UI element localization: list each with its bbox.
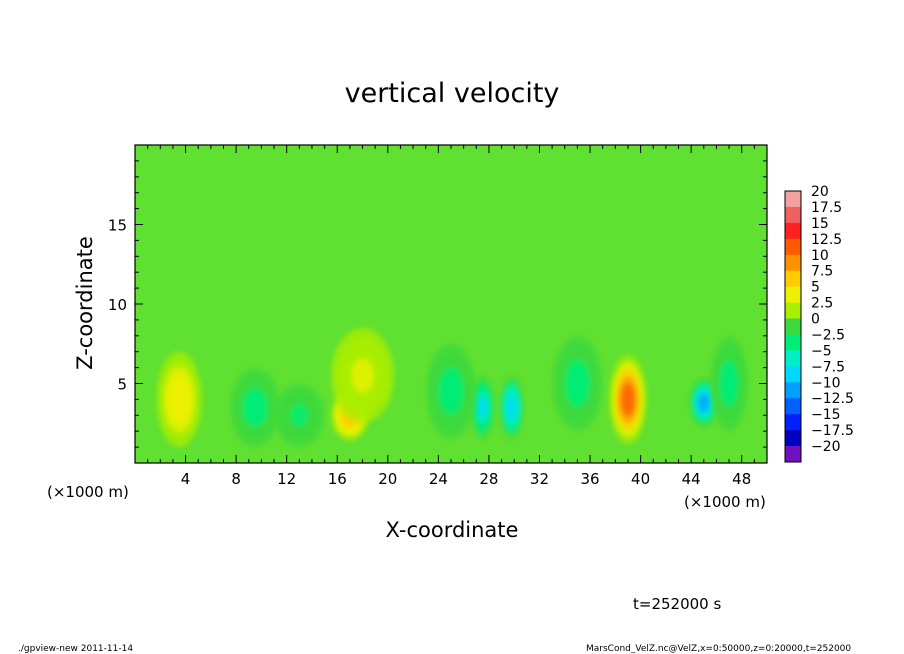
feature-contour	[245, 393, 265, 422]
colorbar-label: −20	[811, 439, 841, 455]
colorbar-label: 12.5	[811, 232, 842, 248]
field-feature	[274, 383, 325, 448]
field-feature	[156, 351, 202, 448]
x-tick-label: 20	[378, 470, 397, 488]
x-tick-label: 48	[732, 470, 751, 488]
feature-contour	[351, 358, 374, 393]
x-tick-label: 32	[530, 470, 549, 488]
colorbar-swatch	[785, 414, 801, 431]
field-feature	[688, 377, 719, 429]
colorbar-swatch	[785, 430, 801, 447]
colorbar-swatch	[785, 254, 801, 272]
x-unit-label-left: (×1000 m)	[47, 483, 129, 501]
colorbar-swatch	[785, 191, 801, 208]
colorbar-label: 20	[811, 184, 829, 200]
feature-contour	[478, 395, 488, 419]
y-tick-label: 10	[108, 296, 127, 314]
colorbar-label: −7.5	[811, 359, 845, 375]
feature-contour	[698, 393, 710, 412]
colorbar-label: 0	[811, 312, 820, 328]
x-tick-label: 44	[682, 470, 701, 488]
field-feature	[425, 343, 477, 440]
feature-contour	[568, 366, 587, 401]
x-tick-label: 28	[479, 470, 498, 488]
colorbar-label: 2.5	[811, 296, 833, 312]
x-unit-label-right: (×1000 m)	[684, 493, 766, 511]
x-axis-ticks: 4 8 12 16 20 24 28 32 36 40 44 48	[147, 145, 755, 488]
colorbar-swatch	[785, 206, 801, 224]
y-axis-label: Z-coordinate	[73, 236, 97, 370]
colorbar-swatch	[785, 286, 801, 303]
chart-title: vertical velocity	[345, 78, 560, 109]
colorbar-label: −12.5	[811, 391, 854, 407]
y-tick-label: 5	[117, 376, 127, 394]
field-feature	[229, 367, 281, 448]
colorbar-swatch	[785, 366, 801, 383]
field-feature	[330, 327, 395, 424]
colorbar-label: −15	[811, 407, 841, 423]
colorbar-swatch	[785, 318, 801, 335]
colorbar-swatch	[785, 382, 801, 399]
colorbar-label: −10	[811, 375, 841, 391]
time-label: t=252000 s	[633, 595, 721, 613]
field-feature	[609, 354, 647, 444]
colorbar-label: −2.5	[811, 327, 845, 343]
x-tick-label: 12	[277, 470, 296, 488]
field-feature	[552, 335, 603, 432]
x-tick-label: 8	[231, 470, 241, 488]
colorbar-label: −5	[811, 343, 832, 359]
x-tick-label: 16	[328, 470, 347, 488]
colorbar-swatch	[785, 222, 801, 240]
colorbar-swatch	[785, 350, 801, 367]
field-features	[156, 327, 749, 448]
colorbar-label: 5	[811, 280, 820, 296]
y-tick-label: 15	[108, 217, 127, 235]
colorbar-label: 7.5	[811, 264, 833, 280]
colorbar-label: 17.5	[811, 200, 842, 216]
x-axis-label: X-coordinate	[386, 518, 519, 542]
x-tick-label: 4	[181, 470, 191, 488]
field-feature	[499, 375, 525, 440]
footer-right: MarsCond_VelZ.nc@VelZ,x=0:50000,z=0:2000…	[586, 644, 851, 654]
feature-contour	[507, 395, 517, 419]
feature-contour	[722, 366, 736, 401]
colorbar-label: 15	[811, 216, 829, 232]
feature-contour	[441, 374, 461, 409]
colorbar-frame	[784, 190, 802, 463]
colorbar-swatch	[785, 270, 801, 287]
feature-contour	[171, 382, 188, 417]
y-axis-ticks: 5 10 15	[108, 160, 767, 448]
field-feature	[710, 335, 749, 432]
x-tick-label: 24	[429, 470, 448, 488]
feature-contour	[621, 383, 635, 416]
colorbar-swatch	[785, 446, 801, 463]
x-tick-label: 36	[580, 470, 599, 488]
colorbar-label: 10	[811, 248, 829, 264]
colorbar-swatch	[785, 238, 801, 256]
colorbar-label: −17.5	[811, 423, 854, 439]
colorbar-swatch	[785, 398, 801, 415]
x-tick-label: 40	[631, 470, 650, 488]
colorbar-swatch	[785, 334, 801, 351]
footer-left: ./gpview-new 2011-11-14	[18, 644, 133, 654]
colorbar-swatch	[785, 302, 801, 319]
feature-contour	[290, 403, 309, 427]
colorbar: 2017.51512.5107.552.50−2.5−5−7.5−10−12.5…	[784, 184, 854, 463]
